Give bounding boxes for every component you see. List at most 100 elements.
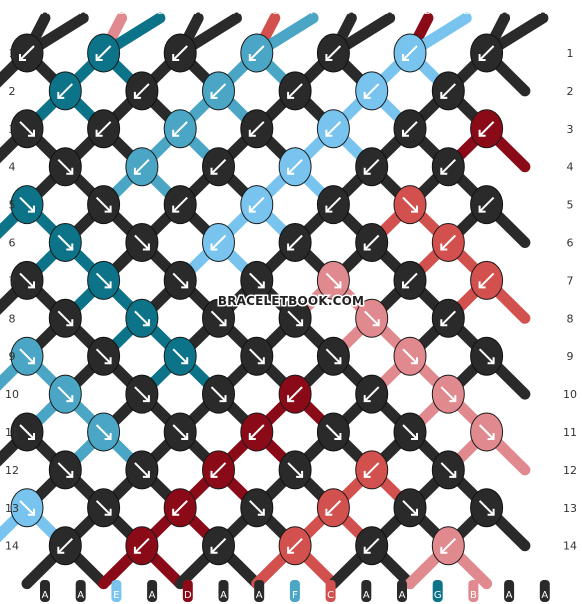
arrow-down-left-icon <box>287 83 303 99</box>
arrow-down-right-icon <box>402 500 418 516</box>
knot <box>240 185 274 225</box>
arrow-down-right-icon <box>19 348 35 364</box>
bottom-string-label: A <box>220 590 227 601</box>
arrow-down-left-icon <box>95 121 112 137</box>
arrow-down-left-icon <box>363 83 380 99</box>
row-number-left: 9 <box>9 350 16 363</box>
knot <box>470 260 504 300</box>
row-number-left: 3 <box>9 123 16 136</box>
arrow-down-left-icon <box>249 424 265 440</box>
arrow-down-left-icon <box>249 121 265 137</box>
knot <box>125 71 159 111</box>
knot <box>163 260 197 300</box>
row-number-right: 8 <box>567 312 574 325</box>
knot-grid <box>10 33 504 566</box>
top-string-label: A <box>42 6 49 17</box>
top-string-label: F <box>310 6 316 17</box>
arrow-down-right-icon <box>19 272 35 289</box>
knot <box>202 526 235 566</box>
knot <box>163 185 197 225</box>
arrow-down-right-icon <box>402 424 418 440</box>
arrow-down-right-icon <box>134 310 150 327</box>
knot <box>163 33 197 73</box>
knot <box>125 450 159 490</box>
arrow-down-left-icon <box>325 121 342 137</box>
knot <box>316 33 350 73</box>
knot <box>202 298 235 338</box>
knot <box>87 336 121 376</box>
knot <box>202 71 235 111</box>
arrow-down-left-icon <box>95 45 112 61</box>
top-string-label: A <box>80 6 87 17</box>
knot <box>10 488 44 528</box>
arrow-down-left-icon <box>440 234 457 251</box>
arrow-down-right-icon <box>134 386 150 402</box>
arrow-down-right-icon <box>95 196 112 213</box>
arrow-down-left-icon <box>172 45 188 61</box>
arrow-down-right-icon <box>325 348 342 364</box>
arrow-down-right-icon <box>402 196 418 213</box>
knot <box>163 336 197 376</box>
bottom-string-label: A <box>77 590 84 601</box>
knot <box>470 185 504 225</box>
arrow-down-left-icon <box>210 537 227 554</box>
knot <box>431 298 465 338</box>
knot <box>316 260 350 300</box>
knot <box>278 298 312 338</box>
arrow-down-right-icon <box>57 386 74 402</box>
arrow-down-left-icon <box>210 462 227 478</box>
arrow-down-left-icon <box>57 83 74 99</box>
knot <box>431 374 465 414</box>
row-number-left: 10 <box>5 388 19 401</box>
knot <box>202 374 235 414</box>
knot <box>202 450 235 490</box>
knot <box>278 526 312 566</box>
arrow-down-right-icon <box>172 272 188 289</box>
arrow-down-left-icon <box>325 45 342 61</box>
knot <box>240 412 274 452</box>
row-number-left: 12 <box>5 464 19 477</box>
knot <box>87 109 121 149</box>
knot <box>10 412 44 452</box>
arrow-down-left-icon <box>172 500 188 516</box>
knot <box>87 412 121 452</box>
bottom-string-label: C <box>327 590 334 601</box>
knot <box>431 526 465 566</box>
knot <box>393 336 427 376</box>
bottom-string-label: A <box>363 590 370 601</box>
row-number-left: 1 <box>9 47 16 60</box>
knot <box>125 526 159 566</box>
row-number-right: 3 <box>567 123 574 136</box>
arrow-down-left-icon <box>134 83 150 99</box>
knot <box>163 488 197 528</box>
row-number-right: 4 <box>567 161 574 174</box>
knot <box>48 71 82 111</box>
knot <box>163 412 197 452</box>
arrow-down-left-icon <box>402 272 418 289</box>
top-string-label: G <box>156 6 164 17</box>
knot <box>240 488 274 528</box>
top-string-label: C <box>271 6 278 17</box>
row-number-left: 2 <box>9 85 16 98</box>
bottom-string-label: A <box>149 590 156 601</box>
arrow-down-left-icon <box>363 462 380 478</box>
arrow-down-left-icon <box>287 537 303 554</box>
knot <box>125 374 159 414</box>
bottom-string-label: F <box>292 590 298 601</box>
arrow-down-right-icon <box>95 272 112 289</box>
knot <box>470 109 504 149</box>
knot <box>240 336 274 376</box>
knot <box>278 374 312 414</box>
arrow-down-right-icon <box>19 424 35 440</box>
row-number-left: 4 <box>9 161 16 174</box>
knot <box>48 147 82 187</box>
knot <box>431 223 465 262</box>
knot <box>87 185 121 225</box>
arrow-down-left-icon <box>210 83 227 99</box>
row-number-right: 5 <box>567 199 574 212</box>
arrow-down-right-icon <box>210 386 227 402</box>
top-string-label: A <box>195 6 202 17</box>
arrow-down-right-icon <box>19 500 35 516</box>
